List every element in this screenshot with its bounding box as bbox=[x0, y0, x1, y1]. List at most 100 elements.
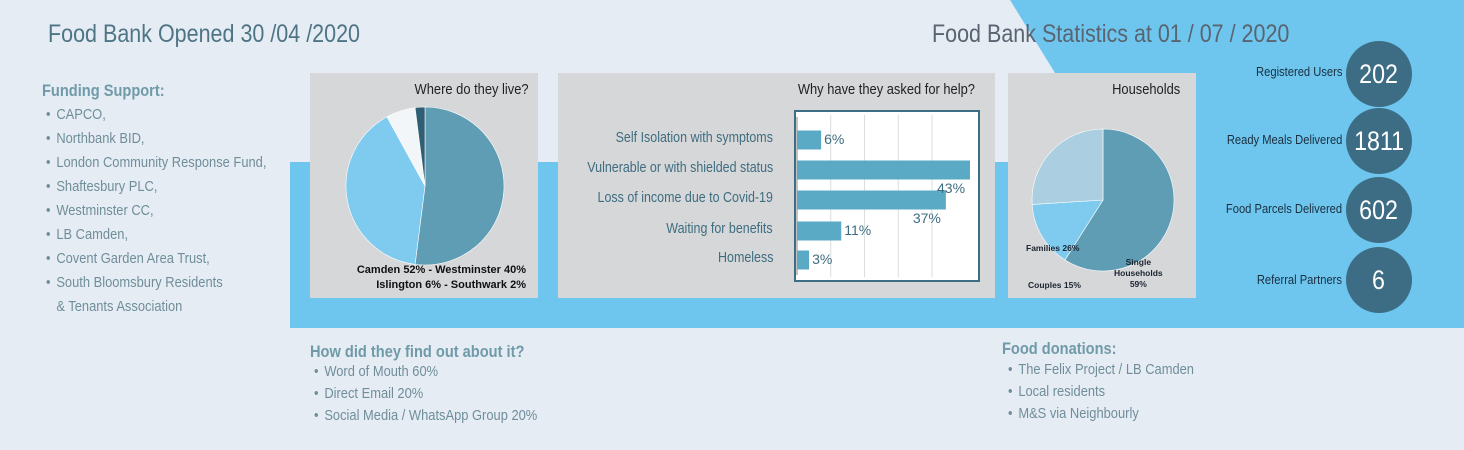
reasons-category-label: Waiting for benefits bbox=[666, 221, 773, 237]
list-item-text: London Community Response Fund, bbox=[56, 154, 267, 171]
households-slice-families bbox=[1031, 128, 1104, 205]
list-item: • M&S via Neighbourly bbox=[1008, 403, 1194, 425]
find-out-list: • Word of Mouth 60% • Direct Email 20% • Soci… bbox=[314, 361, 537, 427]
list-item: • Westminster CC, bbox=[46, 199, 266, 223]
list-item-text: Word of Mouth 60% bbox=[324, 363, 439, 380]
reasons-bar-1 bbox=[797, 160, 970, 180]
list-item-text: Local residents bbox=[1018, 383, 1106, 400]
list-item-text: Direct Email 20% bbox=[324, 385, 424, 402]
donations-heading: Food donations: bbox=[1002, 339, 1117, 358]
live-slice-westminster bbox=[345, 116, 426, 265]
reasons-bar-3 bbox=[797, 221, 842, 241]
reasons-category-label: Homeless bbox=[717, 250, 773, 266]
live-panel: Where do they live? Camden 52% - Westmin… bbox=[310, 73, 538, 298]
list-item: & Tenants Association bbox=[46, 295, 266, 319]
statistics-title: Food Bank Statistics at 01 / 07 / 2020 bbox=[932, 20, 1290, 48]
list-item: • CAPCO, bbox=[46, 103, 266, 127]
live-chart-title: Where do they live? bbox=[414, 81, 529, 98]
live-legend-line-2: Islington 6% - Southwark 2% bbox=[376, 279, 526, 291]
bullet-glyph: • bbox=[46, 106, 51, 123]
stat-label-food-parcels: Food Parcels Delivered bbox=[1225, 201, 1342, 216]
stat-label-ready-meals: Ready Meals Delivered bbox=[1226, 132, 1342, 147]
reasons-category-label: Self Isolation with symptoms bbox=[615, 130, 773, 146]
reasons-chart-title: Why have they asked for help? bbox=[797, 81, 975, 98]
list-item: • The Felix Project / LB Camden bbox=[1008, 359, 1194, 381]
list-item: • London Community Response Fund, bbox=[46, 151, 266, 175]
list-item-text: Social Media / WhatsApp Group 20% bbox=[324, 407, 538, 424]
bullet-glyph: • bbox=[46, 154, 51, 171]
reasons-category-label: Loss of income due to Covid-19 bbox=[597, 190, 773, 206]
single-label-line-1: Single bbox=[1125, 257, 1152, 267]
list-item: • Northbank BID, bbox=[46, 127, 266, 151]
stat-number-ready-meals: 1811 bbox=[1354, 125, 1404, 156]
bullet-glyph: • bbox=[314, 407, 319, 424]
reasons-bar-0 bbox=[797, 130, 822, 150]
list-item-text: The Felix Project / LB Camden bbox=[1018, 361, 1194, 378]
live-legend-line-1: Camden 52% - Westminster 40% bbox=[356, 264, 526, 276]
list-item-text: South Bloomsbury Residents bbox=[56, 274, 223, 291]
reasons-category-label: Vulnerable or with shielded status bbox=[586, 160, 773, 176]
slice-label-single: Single Households 59% bbox=[1114, 257, 1163, 290]
stat-number-referral-partners: 6 bbox=[1372, 264, 1386, 295]
find-out-heading: How did they find out about it? bbox=[310, 342, 525, 361]
bullet-glyph: • bbox=[46, 130, 51, 147]
reasons-value-label: 43% bbox=[937, 180, 966, 196]
bullet-glyph: • bbox=[1008, 361, 1013, 378]
bullet-glyph: • bbox=[1008, 405, 1013, 422]
stat-number-registered-users: 202 bbox=[1359, 58, 1399, 89]
stat-label-referral-partners: Referral Partners bbox=[1256, 272, 1342, 287]
donations-list: • The Felix Project / LB Camden • Local res… bbox=[1008, 359, 1194, 425]
list-item-text: Shaftesbury PLC, bbox=[56, 178, 158, 195]
list-item-text: M&S via Neighbourly bbox=[1018, 405, 1139, 422]
bullet-glyph: • bbox=[1008, 383, 1013, 400]
bullet-glyph: • bbox=[46, 274, 51, 291]
bullet-glyph: • bbox=[314, 363, 319, 380]
households-slice-couples bbox=[1031, 199, 1104, 261]
list-item: • South Bloomsbury Residents bbox=[46, 271, 266, 295]
slice-label-families: Families 26% bbox=[1026, 243, 1080, 253]
single-label-line-2: Households bbox=[1114, 268, 1163, 278]
list-item: • Word of Mouth 60% bbox=[314, 361, 537, 383]
stat-value-food-parcels: 602 bbox=[1346, 177, 1412, 243]
opened-title: Food Bank Opened 30 /04 /2020 bbox=[48, 20, 360, 48]
reasons-bar-4 bbox=[797, 250, 810, 270]
bullet-glyph: • bbox=[314, 385, 319, 402]
households-pie-chart bbox=[1031, 128, 1175, 272]
list-item: • Direct Email 20% bbox=[314, 383, 537, 405]
stat-value-ready-meals: 1811 bbox=[1346, 108, 1412, 174]
bullet-glyph: • bbox=[46, 226, 51, 243]
list-item: • Social Media / WhatsApp Group 20% bbox=[314, 405, 537, 427]
stat-number-food-parcels: 602 bbox=[1359, 194, 1399, 225]
bullet-glyph: • bbox=[46, 202, 51, 219]
reasons-panel: Why have they asked for help? Self Isola… bbox=[558, 73, 995, 298]
list-item: • LB Camden, bbox=[46, 223, 266, 247]
list-item-text: Westminster CC, bbox=[56, 202, 154, 219]
stat-value-registered-users: 202 bbox=[1346, 41, 1412, 107]
live-slice-southwark bbox=[414, 106, 426, 187]
list-item-text: LB Camden, bbox=[56, 226, 129, 243]
stat-label-registered-users: Registered Users bbox=[1255, 64, 1342, 79]
funding-list: • CAPCO, • Northbank BID, • London Community … bbox=[46, 103, 266, 319]
stat-value-referral-partners: 6 bbox=[1346, 247, 1412, 313]
list-item-text: Northbank BID, bbox=[56, 130, 145, 147]
reasons-value-label: 3% bbox=[812, 251, 833, 267]
slice-label-couples: Couples 15% bbox=[1028, 280, 1081, 290]
reasons-value-label: 6% bbox=[824, 131, 845, 147]
reasons-value-label: 37% bbox=[912, 210, 941, 226]
bullet-glyph: • bbox=[46, 250, 51, 267]
live-legend: Camden 52% - Westminster 40% Islington 6… bbox=[357, 263, 526, 293]
list-item-text: & Tenants Association bbox=[56, 298, 183, 315]
households-slice-single-households bbox=[1064, 128, 1175, 272]
bullet-glyph: • bbox=[46, 178, 51, 195]
list-item-text: CAPCO, bbox=[56, 106, 106, 123]
live-pie-chart bbox=[345, 106, 505, 266]
households-panel: Households Single Households 59% Couples… bbox=[1008, 73, 1196, 298]
reasons-bar-chart bbox=[794, 110, 980, 282]
live-slice-camden bbox=[414, 106, 505, 266]
list-item: • Local residents bbox=[1008, 381, 1194, 403]
list-item-text: Covent Garden Area Trust, bbox=[56, 250, 210, 267]
funding-heading: Funding Support: bbox=[42, 81, 165, 100]
reasons-bar-2 bbox=[797, 190, 946, 210]
list-item: • Covent Garden Area Trust, bbox=[46, 247, 266, 271]
households-chart-title: Households bbox=[1111, 81, 1180, 98]
